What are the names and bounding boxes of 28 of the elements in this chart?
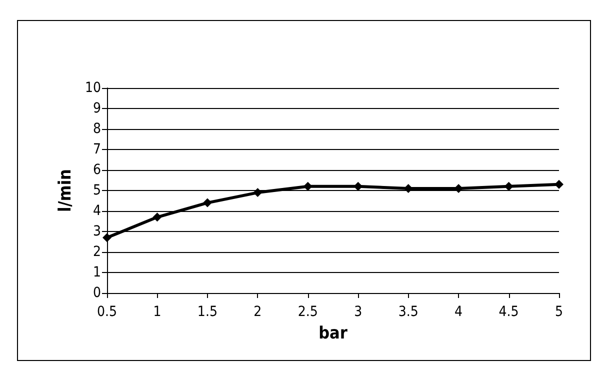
y-tick-label: 2 — [92, 244, 101, 260]
point — [554, 180, 564, 189]
y-tick-label: 1 — [92, 264, 101, 280]
x-tick-label: 2.5 — [298, 304, 318, 320]
x-tick-label: 5 — [554, 304, 564, 320]
point — [253, 188, 262, 198]
x-tick-label: 4 — [454, 304, 463, 320]
x-axis-title: bar — [318, 324, 348, 344]
point — [152, 212, 162, 222]
y-tick-label: 6 — [92, 162, 101, 178]
y-tick-label: 8 — [92, 121, 101, 137]
y-tick-label: 5 — [92, 182, 101, 198]
x-tick-label: 3.5 — [398, 304, 418, 320]
y-tick-label: 3 — [92, 224, 101, 240]
y-tick-label: 9 — [92, 100, 101, 116]
y-axis-title: l/min — [56, 169, 76, 212]
y-tick-label: 10 — [84, 80, 101, 96]
x-tick-label: 1.5 — [197, 304, 218, 320]
x-tick-label: 2 — [254, 304, 262, 320]
x-tick-label: 1 — [153, 304, 162, 320]
x-tick-label: 0.5 — [96, 304, 118, 320]
y-tick-label: 0 — [92, 285, 101, 301]
y-tick-label: 7 — [92, 142, 101, 158]
y-tick-label: 4 — [92, 203, 101, 219]
x-tick-label: 3 — [354, 304, 362, 320]
point — [202, 198, 212, 208]
point — [303, 182, 312, 191]
x-tick-label: 4.5 — [498, 304, 519, 320]
